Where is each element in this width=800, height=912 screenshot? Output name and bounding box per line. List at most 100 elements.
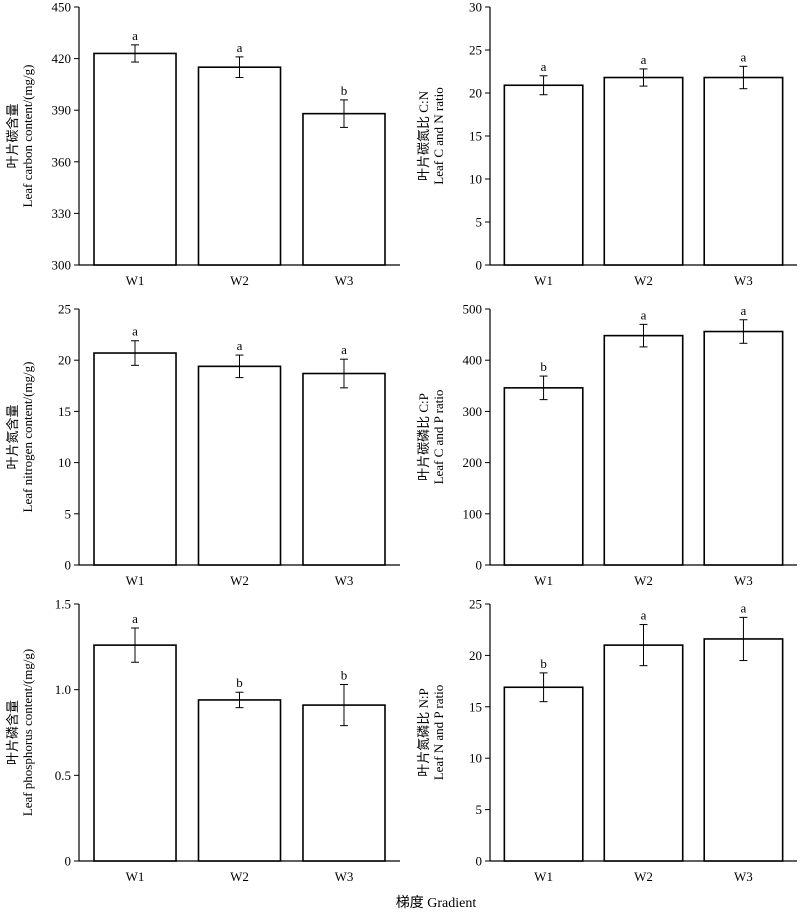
y-tick-label: 300	[463, 404, 483, 419]
y-tick-label: 300	[52, 258, 72, 273]
bar-W2	[197, 66, 282, 266]
bar-W1	[503, 84, 584, 266]
x-tick-label: W2	[230, 273, 249, 288]
y-tick-label: 15	[469, 129, 482, 144]
x-tick-label: W2	[230, 869, 249, 884]
y-tick-label: 1.5	[55, 597, 71, 612]
y-tick-label: 200	[463, 455, 483, 470]
significance-label: b	[540, 656, 547, 671]
chart-panel-2: 0 5 10 15 20 25 30 a W1 a W2 a W3 叶片碳氮比 C:N Leaf C and…	[416, 0, 797, 288]
y-tick-label: 25	[469, 43, 482, 58]
chart-panel-4: 0 100 200 300 400 500 b W1 a W2 a W3 叶片碳磷比 C:P Leaf C…	[416, 302, 797, 588]
significance-label: a	[132, 611, 138, 626]
y-tick-label: 0	[476, 854, 483, 869]
y-tick-label: 1.0	[55, 682, 71, 697]
bar-W1	[93, 52, 177, 266]
x-tick-label: W2	[634, 273, 653, 288]
y-tick-label: 20	[58, 353, 71, 368]
y-tick-label: 10	[469, 751, 482, 766]
chart-panel-1: 300 330 360 390 420 450 a W1 a W2 b W3 叶片碳含量 Leaf car…	[5, 0, 400, 288]
y-tick-label: 100	[463, 506, 483, 521]
bar-W2	[603, 334, 684, 566]
bar-W3	[302, 704, 386, 862]
y-tick-label: 330	[52, 206, 72, 221]
y-axis-label-cn: 叶片磷含量	[5, 700, 20, 765]
x-tick-label: W3	[734, 573, 753, 588]
y-tick-label: 0	[476, 558, 483, 573]
chart-panel-3: 0 5 10 15 20 25 a W1 a W2 a W3 叶片氮含量 Leaf nitrogen co…	[5, 302, 400, 588]
bar-W1	[503, 387, 584, 566]
y-tick-label: 20	[469, 86, 482, 101]
y-axis-label-en: Leaf C and N ratio	[431, 87, 446, 184]
x-tick-label: W3	[734, 273, 753, 288]
chart-panel-5: 0 0.5 1.0 1.5 a W1 b W2 b W3 叶片磷含量 Leaf phosphorus …	[5, 597, 400, 884]
y-tick-label: 0.5	[55, 768, 71, 783]
x-tick-label: W2	[634, 869, 653, 884]
significance-label: a	[541, 59, 547, 74]
x-tick-label: W1	[126, 273, 145, 288]
significance-label: a	[132, 324, 138, 339]
y-tick-label: 10	[469, 172, 482, 187]
significance-label: a	[741, 600, 747, 615]
x-tick-label: W1	[126, 869, 145, 884]
y-axis-label-cn: 叶片氮含量	[5, 404, 20, 469]
significance-label: a	[641, 52, 647, 67]
y-tick-label: 500	[463, 302, 483, 317]
significance-label: b	[236, 675, 243, 690]
y-tick-label: 0	[476, 258, 483, 273]
x-tick-label: W1	[534, 869, 553, 884]
significance-label: a	[341, 342, 347, 357]
significance-label: a	[741, 49, 747, 64]
chart-panel-6: 0 5 10 15 20 25 b W1 a W2 a W3 叶片氮磷比 N:P Leaf N and P…	[416, 597, 797, 884]
significance-label: a	[132, 28, 138, 43]
bar-W1	[93, 644, 177, 862]
significance-label: a	[641, 608, 647, 623]
y-tick-label: 0	[65, 558, 72, 573]
bar-W3	[302, 112, 386, 266]
bar-W2	[603, 76, 684, 266]
significance-label: a	[641, 307, 647, 322]
y-axis-label-en: Leaf C and P ratio	[431, 390, 446, 485]
bar-W1	[503, 686, 584, 862]
y-tick-label: 400	[463, 353, 483, 368]
bar-W3	[703, 638, 784, 862]
bar-W3	[703, 330, 784, 566]
significance-label: a	[237, 338, 243, 353]
y-axis-label-cn: 叶片碳氮比 C:N	[416, 90, 431, 181]
x-tick-label: W2	[634, 573, 653, 588]
x-tick-label: W3	[335, 869, 354, 884]
significance-label: a	[741, 303, 747, 318]
bar-W2	[603, 644, 684, 862]
y-tick-label: 0	[65, 854, 72, 869]
y-tick-label: 5	[65, 506, 72, 521]
bar-W3	[703, 76, 784, 266]
y-axis-label-en: Leaf carbon content/(mg/g)	[20, 65, 35, 208]
y-axis-label-en: Leaf nitrogen content/(mg/g)	[20, 362, 35, 513]
y-tick-label: 450	[52, 0, 72, 15]
y-axis-label-en: Leaf phosphorus content/(mg/g)	[20, 649, 35, 817]
y-tick-label: 30	[469, 0, 482, 15]
y-tick-label: 25	[58, 302, 71, 317]
bar-W3	[302, 372, 386, 566]
significance-label: a	[237, 40, 243, 55]
y-tick-label: 15	[469, 699, 482, 714]
y-tick-label: 15	[58, 404, 71, 419]
y-tick-label: 25	[469, 597, 482, 612]
y-tick-label: 20	[469, 648, 482, 663]
x-tick-label: W2	[230, 573, 249, 588]
x-tick-label: W1	[126, 573, 145, 588]
y-tick-label: 10	[58, 455, 71, 470]
y-tick-label: 5	[476, 215, 483, 230]
significance-label: b	[341, 83, 348, 98]
y-tick-label: 5	[476, 802, 483, 817]
bar-W2	[197, 365, 282, 566]
x-tick-label: W3	[734, 869, 753, 884]
bar-W2	[197, 699, 282, 862]
x-tick-label: W1	[534, 273, 553, 288]
x-tick-label: W3	[335, 273, 354, 288]
y-axis-label-cn: 叶片碳磷比 C:P	[416, 393, 431, 481]
y-tick-label: 390	[52, 103, 72, 118]
x-tick-label: W1	[534, 573, 553, 588]
